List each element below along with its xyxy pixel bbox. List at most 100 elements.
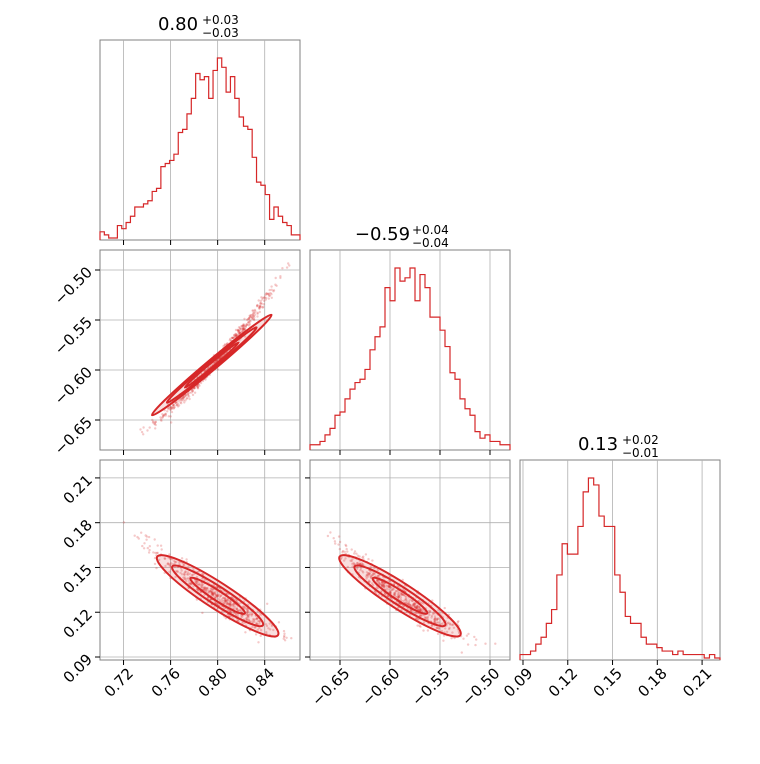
scatter-point [362, 571, 365, 574]
scatter-point [385, 584, 388, 587]
scatter-point [258, 304, 262, 307]
scatter-point [161, 413, 164, 416]
scatter-point [452, 626, 456, 629]
scatter-point [413, 605, 416, 609]
scatter-point [223, 601, 227, 604]
scatter-point [227, 603, 231, 606]
scatter-point [243, 328, 246, 331]
scatter-point [376, 574, 380, 577]
scatter-point [189, 582, 192, 585]
scatter-point [142, 426, 145, 429]
scatter-point [334, 542, 337, 545]
scatter-point [250, 314, 253, 317]
scatter-point [183, 576, 186, 579]
scatter-point [484, 642, 487, 645]
scatter-point [220, 610, 224, 613]
scatter-point [245, 612, 248, 615]
scatter-point [168, 564, 171, 568]
scatter-point [217, 593, 221, 596]
scatter-point [376, 569, 379, 572]
scatter-point [405, 598, 408, 601]
scatter-point [185, 558, 188, 561]
scatter-point [176, 569, 179, 573]
scatter-point [256, 303, 259, 307]
scatter-point [388, 585, 392, 588]
scatter-point [194, 581, 197, 584]
scatter-point [433, 617, 436, 620]
scatter-point [466, 643, 470, 646]
scatter-point [277, 621, 281, 624]
scatter-point [252, 619, 256, 622]
scatter-point [266, 602, 269, 605]
scatter-point [170, 406, 173, 409]
scatter-point [179, 401, 182, 404]
contour-line [155, 554, 280, 638]
scatter-point [234, 333, 238, 336]
scatter-point [398, 593, 401, 597]
scatter-point [185, 573, 189, 576]
scatter-point [209, 590, 212, 593]
scatter-point [263, 299, 266, 303]
scatter-point [474, 643, 477, 647]
scatter-point [252, 317, 255, 321]
scatter-point [249, 314, 252, 317]
scatter-point [211, 588, 214, 591]
scatter-point [417, 608, 420, 611]
x-tick-label: 0.76 [148, 664, 184, 700]
scatter-point [253, 316, 256, 319]
scatter-point [365, 573, 368, 577]
scatter-point [238, 329, 242, 333]
scatter-point [359, 567, 363, 570]
x-tick-label: 0.15 [590, 664, 626, 700]
scatter-point [179, 571, 182, 575]
scatter-point [154, 551, 157, 555]
scatter-point [229, 337, 232, 341]
scatter-point [185, 579, 188, 583]
scatter-point [229, 604, 232, 607]
scatter-point [394, 589, 398, 593]
scatter-point [201, 583, 204, 586]
scatter-point [268, 294, 272, 297]
scatter-point [148, 548, 151, 552]
scatter-point [266, 292, 269, 296]
scatter-point [394, 595, 398, 598]
title-minus-error: −0.04 [412, 236, 449, 250]
scatter-point [401, 593, 405, 596]
scatter-point [241, 324, 245, 327]
scatter-point [435, 626, 439, 629]
scatter-point [214, 593, 217, 596]
scatter-point [239, 327, 242, 331]
scatter-point [338, 547, 341, 551]
scatter-point [258, 305, 262, 308]
scatter-point [392, 592, 396, 595]
scatter-point [416, 604, 419, 608]
scatter-point [214, 590, 218, 593]
scatter-point [223, 343, 227, 346]
panel-1-1: −0.59 +0.04−0.04 [309, 223, 511, 455]
scatter-point [256, 311, 259, 314]
scatter-point [422, 602, 425, 605]
scatter-point [389, 586, 392, 589]
scatter-point [433, 615, 437, 618]
scatter-point [444, 627, 447, 630]
scatter-point [233, 605, 236, 609]
x-tick-label: 0.09 [500, 664, 536, 700]
scatter-point [188, 582, 192, 585]
scatter-point [443, 606, 446, 610]
scatter-point [202, 588, 205, 591]
scatter-point [405, 601, 408, 605]
scatter-point [210, 589, 213, 592]
x-tick-label: −0.50 [458, 664, 503, 709]
scatter-point [242, 329, 245, 332]
scatter-point [174, 401, 177, 404]
scatter-point [180, 402, 183, 405]
x-tick-label: 0.84 [242, 664, 278, 700]
scatter-point [195, 575, 199, 579]
scatter-point [270, 624, 274, 628]
scatter-point [383, 593, 387, 596]
scatter-point [364, 553, 368, 556]
scatter-point [239, 326, 242, 329]
x-tick-label: −0.60 [358, 664, 403, 709]
scatter-point [158, 558, 161, 562]
scatter-point [387, 585, 391, 588]
